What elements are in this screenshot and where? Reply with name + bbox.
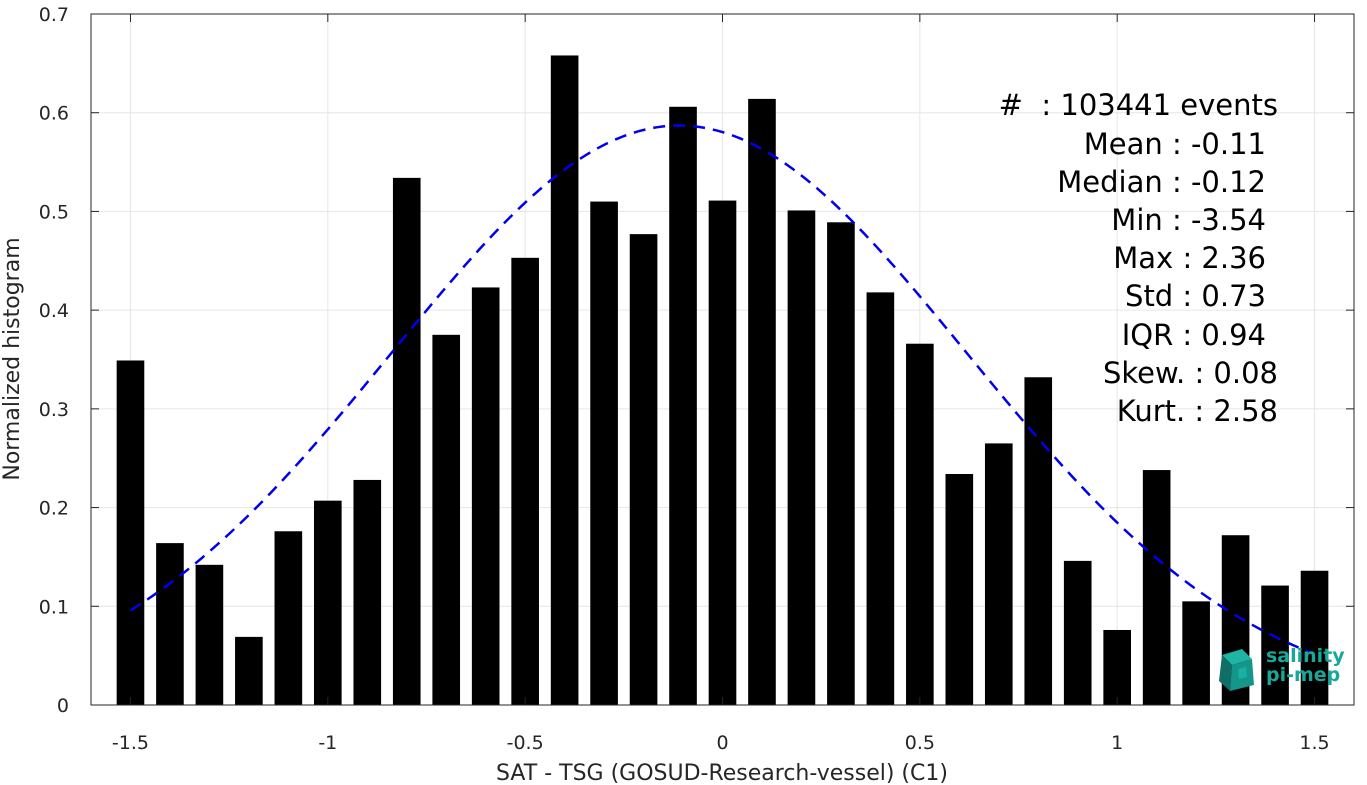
x-tick-label: 0.5 — [905, 732, 935, 754]
histogram-bar — [906, 343, 934, 705]
histogram-bar — [629, 234, 658, 705]
histogram-bar — [1103, 629, 1132, 705]
histogram-bar — [195, 564, 224, 705]
y-axis-label: Normalized histogram — [0, 237, 25, 480]
normal-fit-curve — [129, 124, 1315, 656]
histogram-bar — [432, 334, 461, 705]
logo-line2: pi-mep — [1266, 664, 1341, 686]
x-axis-label: SAT - TSG (GOSUD-Research-vessel) (C1) — [496, 761, 948, 785]
stats-skew: Skew. : 0.08 — [1102, 356, 1278, 390]
y-axis-ticks: 0 0.1 0.2 0.3 0.4 0.5 0.6 0.7 — [39, 4, 1354, 717]
stats-iqr: IQR : 0.94 — [1121, 318, 1266, 352]
histogram-bar — [313, 500, 342, 705]
y-tick-label: 0.4 — [39, 300, 69, 322]
histogram-bar — [1063, 560, 1092, 705]
stats-min: Min : -3.54 — [1111, 203, 1266, 237]
histogram-bar — [1261, 585, 1289, 705]
stats-std: Std : 0.73 — [1125, 279, 1266, 313]
y-tick-label: 0.1 — [39, 596, 69, 618]
stats-mean: Mean : -0.11 — [1083, 127, 1266, 161]
histogram-bar — [1182, 601, 1210, 705]
histogram-bar — [235, 636, 263, 705]
histogram-bar — [1300, 570, 1329, 705]
stats-kurt: Kurt. : 2.58 — [1116, 394, 1278, 428]
x-tick-label: -0.5 — [507, 732, 544, 754]
x-axis-ticks: -1.5 -1 -0.5 0 0.5 1 1.5 — [112, 14, 1330, 754]
stats-max: Max : 2.36 — [1113, 241, 1266, 275]
histogram-bar — [511, 257, 539, 705]
histogram-bar — [1142, 470, 1171, 705]
histogram-bar — [590, 201, 618, 706]
histogram-bar — [984, 443, 1013, 705]
histogram-bar — [945, 474, 974, 705]
histogram-bar — [827, 222, 855, 705]
logo-text: salinity pi-mep — [1266, 647, 1345, 685]
histogram-bar — [1024, 377, 1053, 705]
histogram-bar — [353, 479, 382, 705]
histogram-bar — [866, 292, 895, 705]
histogram-bar — [787, 210, 816, 706]
y-tick-label: 0 — [57, 695, 69, 717]
cube-logo-icon — [1219, 649, 1254, 691]
histogram-bar — [550, 55, 579, 705]
x-tick-label: 1.5 — [1299, 732, 1329, 754]
histogram-bar — [274, 531, 303, 705]
histogram-bar — [116, 360, 145, 705]
histogram-bar — [392, 177, 421, 705]
histogram-bars — [116, 55, 1329, 706]
histogram-bar — [708, 200, 737, 705]
histogram-bar — [748, 98, 776, 705]
x-tick-label: -1.5 — [112, 732, 149, 754]
y-tick-label: 0.5 — [39, 201, 69, 223]
y-tick-label: 0.7 — [39, 4, 69, 26]
x-tick-label: 1 — [1111, 732, 1123, 754]
stats-events: # : 103441 events — [998, 88, 1278, 122]
x-tick-label: 0 — [716, 732, 728, 754]
x-tick-label: -1 — [318, 732, 337, 754]
y-tick-label: 0.3 — [39, 399, 69, 421]
y-tick-label: 0.6 — [39, 103, 69, 125]
y-tick-label: 0.2 — [39, 498, 69, 520]
salinity-pimep-logo: salinity pi-mep — [1216, 645, 1346, 695]
histogram-bar — [471, 287, 500, 705]
histogram-bar — [156, 543, 184, 705]
histogram-bar — [669, 106, 697, 705]
stats-median: Median : -0.12 — [1057, 165, 1266, 199]
logo-line1: salinity — [1266, 645, 1345, 667]
